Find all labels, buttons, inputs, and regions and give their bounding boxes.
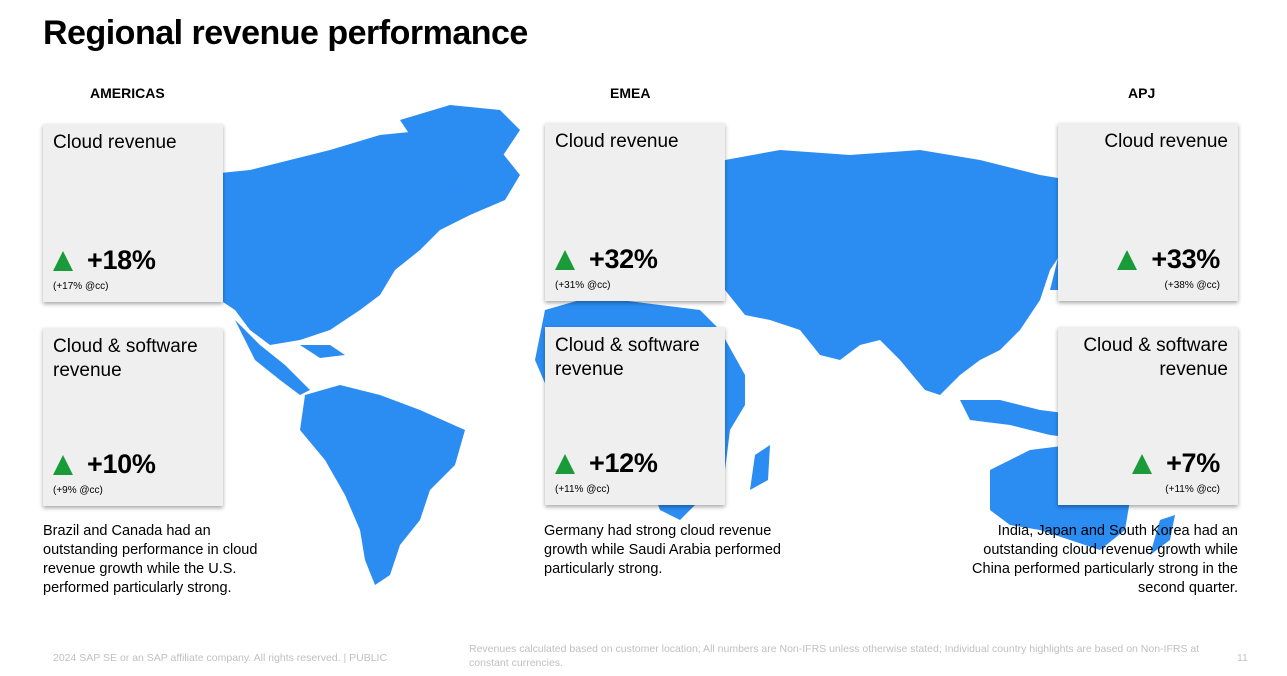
page-title: Regional revenue performance [43,14,528,52]
apj-note: India, Japan and South Korea had an outs… [972,523,1238,596]
constant-currency-value: (+31% @cc) [555,280,611,291]
region-label-americas: AMERICAS [90,85,165,101]
card-title: Cloud & software revenue [555,335,700,380]
card-title: Cloud revenue [53,132,177,153]
growth-value: +12% [589,448,658,478]
constant-currency-value: (+17% @cc) [53,281,109,292]
constant-currency-value: (+11% @cc) [555,484,610,495]
central-america-shape [235,320,310,395]
card-title: Cloud revenue [555,131,679,152]
metric: +32% [555,244,658,275]
americas-note: Brazil and Canada had an outstanding per… [43,523,258,596]
metric: +18% [53,245,156,276]
triangle-up-icon [53,454,73,475]
asia-shape [725,150,1115,395]
metric: +10% [53,449,156,480]
growth-value: +32% [589,244,658,274]
americas-cloud-software-card: Cloud & software revenue +10% (+9% @cc) [43,328,223,506]
apj-cloud-card: Cloud revenue +33% (+38% @cc) [1058,123,1238,301]
growth-value: +10% [87,449,156,479]
region-label-emea: EMEA [610,85,651,101]
card-title: Cloud revenue [1104,131,1228,152]
constant-currency-value: (+9% @cc) [53,485,103,496]
region-label-apj: APJ [1128,85,1156,101]
emea-cloud-card: Cloud revenue +32% (+31% @cc) [545,123,725,301]
triangle-up-icon [555,249,575,270]
growth-value: +7% [1166,448,1220,478]
americas-cloud-card: Cloud revenue +18% (+17% @cc) [43,124,223,302]
card-title: Cloud & software revenue [1083,335,1228,380]
growth-value: +18% [87,245,156,275]
new-zealand-shape [1150,515,1175,555]
metric: +7% [1132,448,1220,479]
footer-copyright: 2024 SAP SE or an SAP affiliate company.… [53,652,388,664]
south-america-shape [300,385,465,585]
emea-note: Germany had strong cloud revenue growth … [544,523,781,577]
constant-currency-value: (+11% @cc) [1165,484,1220,495]
constant-currency-value: (+38% @cc) [1164,280,1220,291]
triangle-up-icon [1117,249,1138,270]
footer-disclaimer: Revenues calculated based on customer lo… [469,643,1200,669]
metric: +33% [1117,244,1220,275]
page-number: 11 [1237,652,1248,664]
triangle-up-icon [555,453,575,474]
triangle-up-icon [1132,453,1153,474]
greenland-shape [400,105,520,195]
triangle-up-icon [53,250,73,271]
north-america-shape [140,130,520,345]
card-title: Cloud & software revenue [53,336,198,381]
madagascar-shape [750,445,770,490]
metric: +12% [555,448,658,479]
emea-cloud-software-card: Cloud & software revenue +12% (+11% @cc) [545,327,725,505]
apj-cloud-software-card: Cloud & software revenue +7% (+11% @cc) [1058,327,1238,505]
growth-value: +33% [1151,244,1220,274]
caribbean-shape [300,345,345,358]
